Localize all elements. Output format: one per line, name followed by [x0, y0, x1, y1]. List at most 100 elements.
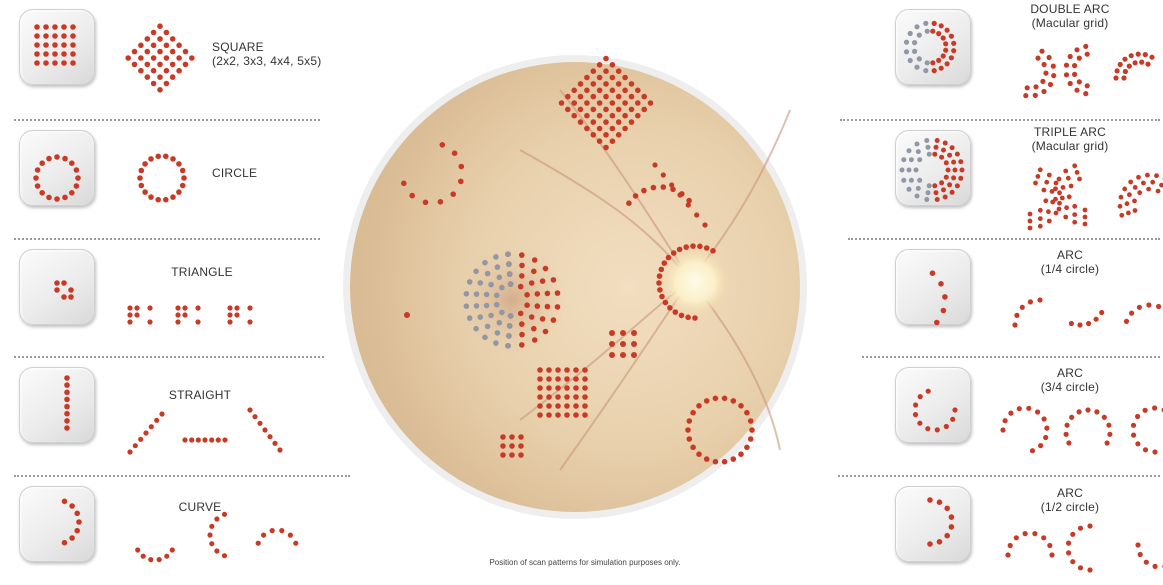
laser-spot	[683, 244, 689, 250]
laser-spot	[488, 312, 494, 319]
laser-spot	[61, 42, 67, 48]
laser-spot	[209, 523, 215, 529]
laser-spot	[1046, 209, 1051, 215]
laser-spot	[915, 149, 921, 155]
laser-spot	[221, 553, 228, 559]
laser-spot	[603, 68, 609, 74]
laser-spot	[68, 287, 74, 293]
laser-spot	[1128, 53, 1134, 59]
triple-arc-title: TRIPLE ARC	[1033, 125, 1107, 139]
laser-spot	[747, 418, 754, 424]
laser-spot	[948, 524, 955, 530]
laser-spot	[1076, 79, 1082, 85]
laser-spot	[195, 437, 201, 443]
laser-spot	[531, 257, 538, 263]
laser-spot	[507, 281, 514, 287]
laser-spot	[182, 305, 188, 311]
laser-spot	[609, 87, 616, 94]
laser-spot	[234, 312, 240, 318]
laser-spot	[176, 42, 182, 49]
laser-spot	[660, 184, 667, 190]
square-label: SQUARE (2x2, 3x3, 4x4, 5x5)	[212, 40, 321, 68]
laser-spot	[906, 167, 912, 173]
laser-spot	[46, 194, 52, 201]
laser-spot	[137, 175, 143, 181]
laser-spot	[950, 416, 956, 422]
laser-spot	[942, 140, 948, 146]
laser-spot	[564, 403, 570, 409]
laser-spot	[506, 271, 513, 277]
laser-spot	[1007, 542, 1013, 549]
laser-spot	[138, 436, 144, 442]
curve-pattern	[61, 498, 299, 563]
laser-spot	[34, 42, 40, 48]
laser-spot	[1053, 186, 1058, 192]
laser-spot	[70, 42, 76, 48]
circle-pattern-tile	[19, 130, 95, 206]
laser-spot	[582, 412, 588, 418]
laser-spot	[69, 160, 75, 166]
laser-spot	[1082, 221, 1088, 227]
laser-spot	[1154, 173, 1159, 179]
laser-spot	[39, 160, 45, 166]
laser-spot	[64, 382, 70, 388]
fundus-image	[350, 62, 800, 512]
laser-spot	[542, 328, 549, 335]
laser-spot	[509, 452, 515, 458]
laser-spot	[912, 48, 918, 55]
laser-spot	[64, 403, 70, 410]
laser-spot	[555, 394, 561, 400]
laser-spot	[1041, 535, 1047, 541]
laser-spot	[1135, 441, 1141, 447]
laser-spot	[936, 30, 942, 37]
laser-spot	[696, 403, 702, 409]
laser-spot	[140, 553, 146, 559]
laser-spot	[1033, 84, 1039, 90]
laser-spot	[227, 319, 233, 325]
laser-spot	[1119, 212, 1125, 218]
laser-spot	[43, 24, 49, 30]
laser-spot	[582, 403, 588, 409]
laser-spot	[927, 541, 933, 547]
laser-spot	[730, 398, 737, 404]
laser-spot	[932, 183, 938, 189]
laser-spot	[75, 175, 81, 181]
laser-spot	[1137, 551, 1143, 558]
laser-spot	[176, 55, 182, 61]
laser-spot	[596, 112, 603, 119]
laser-spot	[1000, 427, 1006, 433]
laser-spot	[936, 539, 943, 545]
laser-spot	[1070, 559, 1076, 565]
laser-spot	[1145, 172, 1150, 178]
laser-spot	[1063, 431, 1069, 437]
double-arc-pattern	[903, 20, 1155, 99]
double-arc-subtitle: (Macular grid)	[1031, 16, 1109, 30]
laser-spot	[647, 100, 654, 106]
laser-spot	[519, 273, 525, 279]
divider	[840, 119, 1160, 121]
laser-spot	[488, 281, 494, 288]
laser-spot	[176, 161, 182, 167]
laser-spot	[1077, 176, 1082, 182]
laser-spot	[69, 190, 75, 196]
laser-spot	[458, 178, 464, 185]
straight-pattern	[64, 375, 283, 455]
laser-spot	[697, 243, 703, 250]
square-sizes: (2x2, 3x3, 4x4, 5x5)	[212, 54, 322, 68]
laser-spot	[1074, 87, 1080, 93]
laser-spot	[1047, 542, 1053, 549]
laser-spot	[940, 53, 946, 59]
laser-spot	[925, 190, 931, 196]
laser-spot	[155, 196, 161, 203]
laser-spot	[182, 312, 188, 318]
laser-spot	[169, 74, 176, 80]
laser-spot	[712, 395, 719, 402]
laser-spot	[622, 112, 628, 119]
laser-spot	[1029, 448, 1036, 454]
laser-spot	[916, 32, 922, 38]
laser-spot	[901, 177, 907, 183]
laser-spot	[544, 290, 551, 297]
laser-spot	[499, 309, 505, 316]
laser-spot	[915, 185, 921, 191]
laser-spot	[596, 62, 603, 68]
